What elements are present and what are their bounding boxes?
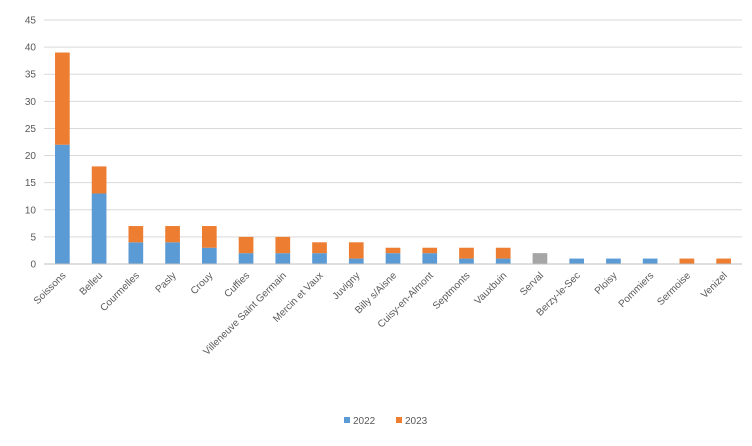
y-tick-label: 20	[25, 151, 37, 162]
bar-segment	[348, 258, 364, 264]
bar-segment	[55, 144, 70, 264]
bar-segment	[385, 253, 401, 264]
bar-segment	[422, 247, 438, 254]
category-label: Sermoise	[655, 270, 693, 308]
bar-segment	[275, 236, 291, 254]
bar-segment	[679, 258, 695, 264]
category-label: Belleu	[78, 270, 105, 297]
category-label: Cuffies	[223, 270, 253, 300]
legend: 2022 2023	[344, 416, 428, 427]
y-tick-label: 30	[25, 97, 37, 108]
bar-segment	[385, 247, 401, 254]
bar-segment	[716, 258, 731, 264]
y-tick-label: 45	[25, 16, 37, 27]
y-axis-ticks: 0 5 10 15 20 25 30 35 40 45	[25, 16, 37, 271]
bar-segment	[495, 247, 511, 259]
bar-segment	[201, 226, 217, 248]
y-tick-label: 35	[25, 70, 37, 81]
bar-segment	[128, 242, 144, 264]
bar-segment	[459, 247, 474, 259]
gridlines	[44, 19, 742, 238]
bar-segment	[532, 253, 548, 264]
bar-segment	[238, 236, 254, 254]
bar-segment	[55, 52, 70, 145]
legend-label: 2022	[353, 416, 376, 427]
legend-swatch	[344, 417, 350, 423]
y-tick-label: 40	[25, 43, 37, 54]
bar-segment	[495, 258, 511, 264]
category-label: Ploisy	[593, 270, 620, 297]
bar-segment	[91, 193, 107, 264]
category-label: Venizel	[699, 270, 730, 301]
category-label: Soissons	[32, 270, 68, 306]
bar-segment	[275, 253, 291, 264]
bar-segment	[569, 258, 585, 264]
category-label: Serval	[518, 270, 546, 298]
bar-segment	[91, 166, 107, 194]
bar-segment	[165, 242, 180, 264]
y-tick-label: 5	[30, 232, 36, 243]
category-label: Vauxbuin	[473, 270, 510, 307]
bar-segment	[165, 226, 180, 243]
bar-segment	[201, 247, 217, 264]
legend-label: 2023	[405, 416, 428, 427]
bar-segment	[422, 253, 438, 264]
category-label: Juvigny	[331, 270, 363, 302]
category-label: Pasly	[154, 270, 179, 295]
category-label: Septmonts	[431, 270, 473, 312]
bars	[55, 52, 731, 264]
y-tick-label: 25	[25, 124, 37, 135]
legend-swatch	[396, 417, 402, 423]
y-tick-label: 0	[30, 260, 36, 271]
bar-segment	[312, 242, 327, 254]
bar-segment	[606, 258, 621, 264]
bar-segment	[128, 226, 144, 243]
category-label: Pommiers	[617, 270, 657, 310]
bar-segment	[312, 253, 327, 264]
y-tick-label: 10	[25, 205, 37, 216]
category-label: Crouy	[189, 270, 216, 297]
bar-segment	[348, 242, 364, 259]
y-tick-label: 15	[25, 178, 37, 189]
bar-segment	[459, 258, 474, 264]
bar-segment	[238, 253, 254, 264]
category-label: Courmelles	[98, 270, 142, 314]
bar-segment	[642, 258, 658, 264]
